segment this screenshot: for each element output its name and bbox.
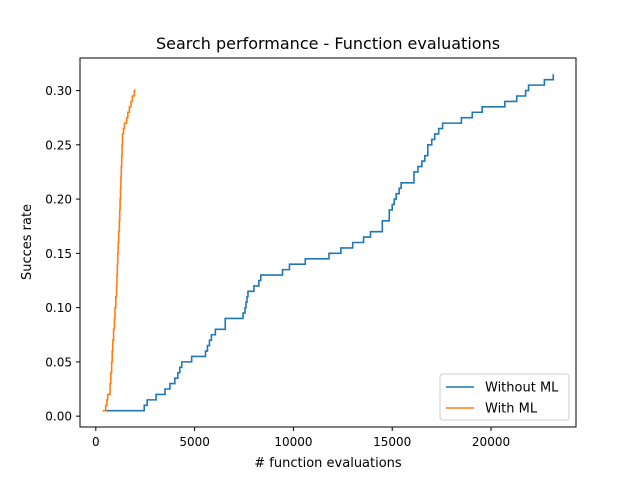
- legend: Without ML With ML: [439, 373, 570, 421]
- y-tick-label: 0.20: [45, 193, 72, 207]
- x-tick-label: 15000: [373, 435, 411, 449]
- y-axis-ticks: 0.00 0.05 0.10 0.15 0.20 0.25 0.30: [45, 84, 80, 424]
- x-tick-label: 20000: [472, 435, 510, 449]
- legend-label: With ML: [485, 402, 538, 417]
- x-axis-ticks: 0 5000 10000 15000 20000: [92, 427, 510, 449]
- x-tick-label: 10000: [274, 435, 312, 449]
- x-tick-label: 5000: [179, 435, 210, 449]
- y-tick-label: 0.30: [45, 84, 72, 98]
- series-layer: [102, 74, 555, 412]
- chart-title: Search performance - Function evaluation…: [156, 34, 500, 53]
- x-tick-label: 0: [92, 435, 100, 449]
- x-axis-label: # function evaluations: [254, 456, 402, 471]
- y-tick-label: 0.05: [45, 355, 72, 369]
- y-tick-label: 0.00: [45, 410, 72, 424]
- series-line-without-ml: [103, 74, 555, 412]
- y-tick-label: 0.25: [45, 138, 72, 152]
- axes-frame: [79, 57, 577, 428]
- y-axis-label: Succes rate: [20, 204, 35, 280]
- series-line-with-ml: [102, 89, 136, 412]
- y-tick-label: 0.15: [45, 247, 72, 261]
- y-tick-label: 0.10: [45, 301, 72, 315]
- legend-label: Without ML: [485, 381, 559, 396]
- plot-area: [80, 58, 576, 427]
